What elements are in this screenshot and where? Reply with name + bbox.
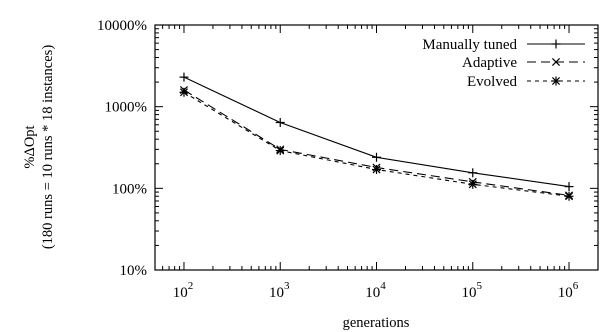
x-tick-label: 104	[365, 280, 386, 301]
y-axis: 10% 100% 1000% 10000%	[97, 18, 598, 279]
x-tick-label: 102	[173, 280, 194, 301]
data-point	[276, 146, 285, 155]
data-point	[372, 165, 381, 174]
y-tick-label: 100%	[112, 181, 147, 197]
x-tick-label: 103	[269, 280, 290, 301]
series-layer	[179, 72, 574, 201]
data-point	[564, 192, 574, 201]
data-point	[468, 180, 477, 189]
y-axis-title-line1: %ΔOpt	[22, 125, 38, 168]
x-axis-title: generations	[343, 315, 410, 331]
legend-label-2: Evolved	[467, 74, 517, 90]
y-axis-title-line2: (180 runs = 10 runs * 18 instances)	[40, 45, 56, 249]
y-tick-label: 10000%	[97, 18, 147, 34]
legend: Manually tuned Adaptive Evolved	[422, 37, 585, 90]
legend-label-1: Adaptive	[462, 55, 517, 71]
x-tick-label: 105	[462, 280, 483, 301]
y-tick-label: 10%	[120, 263, 148, 279]
y-tick-label: 1000%	[105, 100, 148, 116]
legend-label-0: Manually tuned	[422, 37, 517, 53]
series-0	[179, 72, 574, 192]
x-tick-label: 106	[558, 280, 579, 301]
series-line	[183, 89, 570, 196]
legend-marker	[551, 57, 561, 67]
x-axis: 102 103 104 105 106	[162, 25, 579, 301]
series-line	[183, 91, 570, 197]
series-2	[179, 87, 574, 201]
data-point	[179, 88, 189, 97]
legend-marker	[551, 76, 561, 86]
